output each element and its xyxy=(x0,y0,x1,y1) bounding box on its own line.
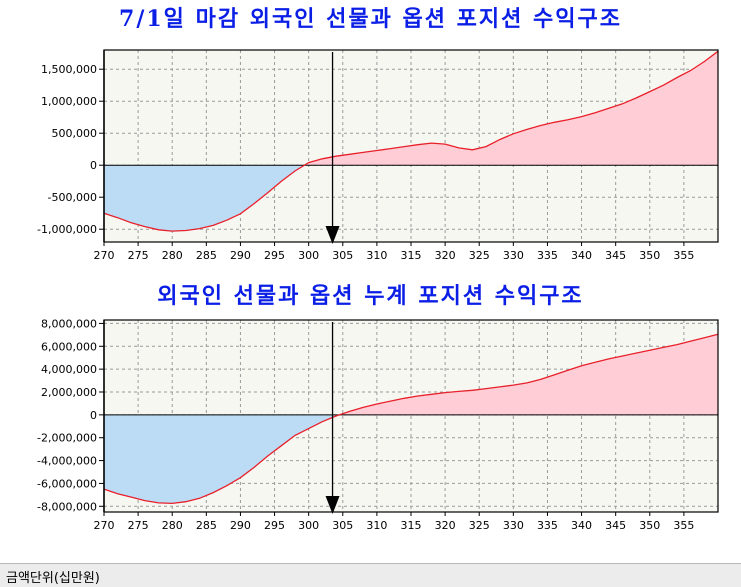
marker-arrow-head xyxy=(325,226,340,244)
x-tick-label: 305 xyxy=(332,519,353,532)
chart-top: -1,000,000 -500,000 0 500,000 1,000,000 1,500… xyxy=(37,49,719,262)
x-tick-label: 320 xyxy=(435,249,456,262)
positive-area xyxy=(304,51,718,166)
y-tick-label: 1,000,000 xyxy=(41,95,97,108)
x-tick-label: 270 xyxy=(94,519,115,532)
x-tick-label: 295 xyxy=(264,249,285,262)
x-tick-label: 335 xyxy=(537,249,558,262)
x-tick-label: 345 xyxy=(605,519,626,532)
x-tick-label: 295 xyxy=(264,519,285,532)
y-tick-label: 1,500,000 xyxy=(41,63,97,76)
y-tick-label: -4,000,000 xyxy=(37,455,97,468)
x-tick-label: 290 xyxy=(230,249,251,262)
y-tick-label: -2,000,000 xyxy=(37,432,97,445)
x-tick-label: 320 xyxy=(435,519,456,532)
status-bar: 금액단위(십만원) xyxy=(0,563,741,587)
series-line xyxy=(103,50,719,232)
y-tick-label: -6,000,000 xyxy=(37,477,97,490)
y-tick-label: 4,000,000 xyxy=(41,363,97,376)
x-tick-label: 300 xyxy=(298,519,319,532)
x-tick-label: 280 xyxy=(162,249,183,262)
x-tick-label: 325 xyxy=(469,249,490,262)
y-tick-label: -1,000,000 xyxy=(37,223,97,236)
x-tick-label: 310 xyxy=(366,519,387,532)
x-tick-label: 315 xyxy=(401,519,422,532)
x-tick-label: 330 xyxy=(503,249,524,262)
x-tick-label: 275 xyxy=(128,519,149,532)
x-tick-label: 325 xyxy=(469,519,490,532)
x-tick-label: 300 xyxy=(298,249,319,262)
unit-label: 금액단위(십만원) xyxy=(6,571,100,586)
x-tick-label: 285 xyxy=(196,519,217,532)
y-tick-label: 2,000,000 xyxy=(41,386,97,399)
x-tick-label: 280 xyxy=(162,519,183,532)
x-tick-label: 330 xyxy=(503,519,524,532)
marker-arrow-head xyxy=(325,496,340,514)
y-tick-label: 6,000,000 xyxy=(41,340,97,353)
y-tick-label: 0 xyxy=(90,159,97,172)
x-tick-label: 340 xyxy=(571,249,592,262)
y-tick-label: -500,000 xyxy=(48,191,97,204)
negative-area xyxy=(104,414,340,504)
x-tick-label: 270 xyxy=(94,249,115,262)
y-tick-label: -8,000,000 xyxy=(37,500,97,513)
x-tick-label: 355 xyxy=(673,519,694,532)
chart-title-top: 7/1일 마감 외국인 선물과 옵션 포지션 수익구조 xyxy=(119,6,622,32)
x-tick-label: 305 xyxy=(332,249,353,262)
x-tick-label: 340 xyxy=(571,519,592,532)
x-tick-label: 350 xyxy=(639,249,660,262)
x-tick-label: 315 xyxy=(401,249,422,262)
chart-title-bottom: 외국인 선물과 옵션 누계 포지션 수익구조 xyxy=(157,283,584,309)
positive-area xyxy=(104,334,718,415)
negative-area xyxy=(104,165,718,232)
x-tick-label: 275 xyxy=(128,249,149,262)
x-tick-label: 310 xyxy=(366,249,387,262)
y-tick-label: 0 xyxy=(90,409,97,422)
y-tick-label: 8,000,000 xyxy=(41,317,97,330)
x-tick-label: 285 xyxy=(196,249,217,262)
x-tick-label: 345 xyxy=(605,249,626,262)
x-tick-label: 350 xyxy=(639,519,660,532)
y-tick-label: 500,000 xyxy=(52,127,98,140)
chart-bottom: -8,000,000 -6,000,000 -4,000,000 -2,000,000… xyxy=(37,317,719,532)
series-line xyxy=(103,333,719,505)
x-tick-label: 335 xyxy=(537,519,558,532)
x-tick-label: 290 xyxy=(230,519,251,532)
x-tick-label: 355 xyxy=(673,249,694,262)
